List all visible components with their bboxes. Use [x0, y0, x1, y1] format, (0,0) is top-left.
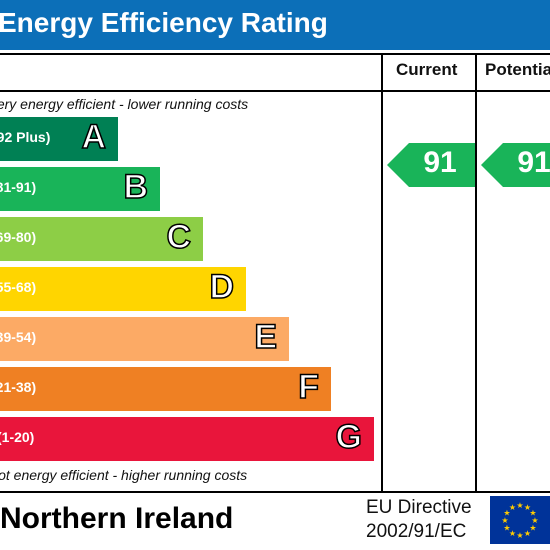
band-c: (69-80) C — [0, 217, 203, 261]
rating-table-frame — [0, 53, 550, 493]
current-rating-arrow: 91 — [387, 143, 475, 187]
region-label: Northern Ireland — [0, 502, 234, 535]
page-title: Energy Efficiency Rating — [0, 7, 328, 38]
column-divider-potential — [475, 53, 477, 493]
band-letter: B — [123, 167, 149, 207]
header-row-divider — [0, 90, 550, 92]
header-bar: Energy Efficiency Rating — [0, 0, 550, 50]
band-range-label: (81-91) — [0, 179, 37, 195]
star-icon: ★ — [516, 531, 523, 540]
band-b: (81-91) B — [0, 167, 160, 211]
band-d: (55-68) D — [0, 267, 246, 311]
star-icon: ★ — [503, 524, 510, 533]
column-header-current: Current — [396, 60, 458, 79]
band-range-label: (92 Plus) — [0, 129, 51, 145]
band-letter: C — [166, 217, 192, 257]
note-top: Very energy efficient - lower running co… — [0, 96, 249, 112]
band-range-label: (1-20) — [0, 429, 35, 445]
star-icon: ★ — [501, 516, 508, 525]
star-icon: ★ — [509, 529, 516, 538]
column-divider-current — [381, 53, 383, 493]
arrow-shape — [481, 143, 550, 187]
star-icon: ★ — [509, 503, 516, 512]
directive-line-1: EU Directive — [366, 497, 472, 518]
potential-rating-value: 91 — [517, 146, 550, 179]
star-icon: ★ — [503, 509, 510, 518]
band-letter: G — [335, 417, 363, 457]
note-bottom: Not energy efficient - higher running co… — [0, 467, 248, 483]
potential-rating-arrow: 91 — [481, 143, 550, 187]
star-icon: ★ — [524, 503, 531, 512]
eu-flag-icon: ★ ★ ★ ★ ★ ★ ★ ★ ★ ★ ★ ★ — [490, 496, 550, 544]
band-a: (92 Plus) A — [0, 117, 118, 161]
band-letter: D — [209, 267, 235, 307]
band-letter: A — [81, 117, 107, 157]
star-icon: ★ — [531, 516, 538, 525]
arrow-shape — [387, 143, 475, 187]
band-letter: F — [297, 367, 319, 407]
band-range-label: (55-68) — [0, 279, 37, 295]
column-header-potential: Potential — [485, 60, 550, 79]
star-icon: ★ — [529, 524, 536, 533]
band-letter: E — [254, 317, 278, 357]
star-icon: ★ — [516, 501, 523, 510]
star-icon: ★ — [529, 509, 536, 518]
band-range-label: (21-38) — [0, 379, 37, 395]
current-rating-value: 91 — [423, 146, 457, 179]
band-g: (1-20) G — [0, 417, 374, 461]
band-f: (21-38) F — [0, 367, 331, 411]
star-icon: ★ — [524, 529, 531, 538]
eu-stars: ★ ★★★★★★★★★★★ — [501, 501, 538, 540]
band-range-label: (39-54) — [0, 329, 37, 345]
directive-line-2: 2002/91/EC — [366, 521, 467, 542]
eu-directive: EU Directive 2002/91/EC — [366, 496, 472, 544]
band-e: (39-54) E — [0, 317, 289, 361]
band-range-label: (69-80) — [0, 229, 37, 245]
